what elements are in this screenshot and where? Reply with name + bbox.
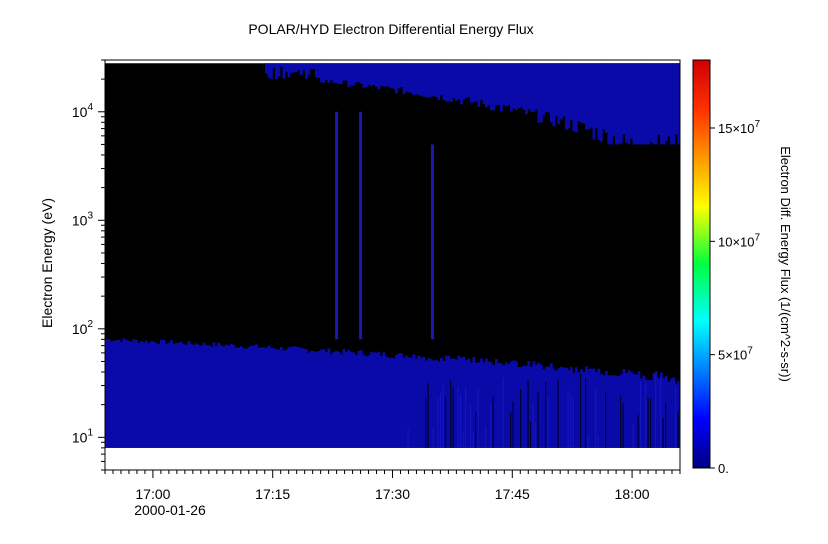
- colorbar-tick-label: 15×107: [718, 119, 761, 136]
- low-energy-band: [105, 338, 681, 448]
- x-tick-label: 17:45: [495, 486, 530, 502]
- colorbar-label: Electron Diff. Energy Flux (1/(cm^2-s-sr…: [778, 146, 793, 382]
- x-tick-label: 17:00: [135, 486, 170, 502]
- y-tick-label: 104: [72, 102, 94, 120]
- y-tick-label: 103: [72, 210, 94, 228]
- high-energy-band: [265, 63, 681, 145]
- y-tick-label: 102: [72, 319, 94, 337]
- x-tick-label: 17:15: [255, 486, 290, 502]
- colorbar-tick-label: 5×107: [718, 346, 753, 363]
- date-label: 2000-01-26: [134, 502, 206, 518]
- colorbar-tick-label: 0.: [718, 461, 729, 476]
- spikes: [335, 111, 434, 340]
- y-axis-label: Electron Energy (eV): [39, 198, 55, 328]
- colorbar-tick-label: 10×107: [718, 232, 761, 249]
- spike-1: [335, 111, 339, 340]
- spike-2: [359, 111, 363, 340]
- x-tick-label: 18:00: [615, 486, 650, 502]
- y-axis: 101 102 103 104: [72, 59, 105, 471]
- y-tick-label: 101: [72, 427, 94, 445]
- x-axis: 17:00 17:15 17:30 17:45 18:00: [104, 470, 681, 502]
- chart-title: POLAR/HYD Electron Differential Energy F…: [248, 21, 533, 37]
- x-tick-label: 17:30: [375, 486, 410, 502]
- plot-area: [104, 59, 681, 471]
- colorbar-gradient: [692, 59, 711, 469]
- colorbar: 0. 5×107 10×107 15×107: [692, 59, 761, 476]
- spike-3: [430, 144, 434, 340]
